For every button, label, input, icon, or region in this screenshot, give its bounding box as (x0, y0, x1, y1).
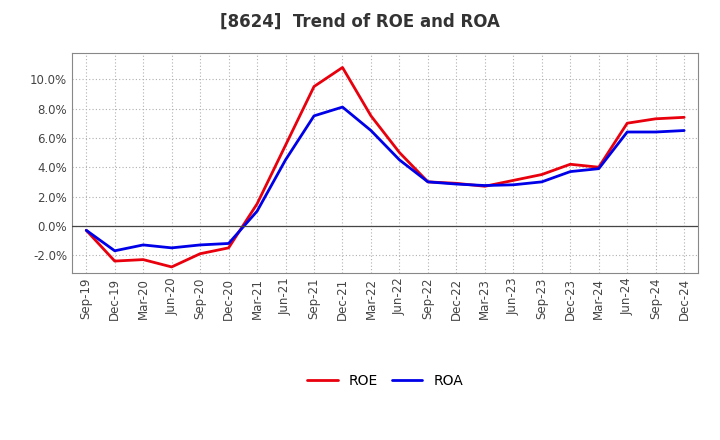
ROE (537, 172, 546, 177)
ROE (595, 165, 603, 170)
ROA (537, 179, 546, 184)
ROE (652, 116, 660, 121)
ROA (595, 166, 603, 171)
ROA (225, 241, 233, 246)
ROA (452, 181, 461, 187)
ROA (282, 157, 290, 162)
ROE (139, 257, 148, 262)
ROA (680, 128, 688, 133)
ROE (395, 150, 404, 155)
ROE (196, 251, 204, 257)
ROA (566, 169, 575, 174)
ROA (139, 242, 148, 248)
ROE (680, 115, 688, 120)
ROA (509, 182, 518, 187)
ROA (623, 129, 631, 135)
ROE (310, 84, 318, 89)
ROA (167, 245, 176, 250)
ROA (480, 183, 489, 188)
Line: ROE: ROE (86, 67, 684, 267)
ROA (196, 242, 204, 248)
ROE (110, 258, 119, 264)
Line: ROA: ROA (86, 107, 684, 251)
ROE (566, 161, 575, 167)
ROE (167, 264, 176, 270)
Legend: ROE, ROA: ROE, ROA (302, 368, 469, 393)
ROE (366, 113, 375, 118)
ROA (395, 157, 404, 162)
ROA (423, 179, 432, 184)
ROE (338, 65, 347, 70)
ROA (310, 113, 318, 118)
ROA (652, 129, 660, 135)
ROE (282, 143, 290, 148)
ROA (82, 227, 91, 233)
ROA (338, 104, 347, 110)
ROE (225, 245, 233, 250)
ROE (623, 121, 631, 126)
ROA (366, 128, 375, 133)
ROA (110, 248, 119, 253)
ROE (452, 181, 461, 186)
Text: [8624]  Trend of ROE and ROA: [8624] Trend of ROE and ROA (220, 13, 500, 31)
ROE (253, 201, 261, 206)
ROE (423, 179, 432, 184)
ROE (480, 183, 489, 189)
ROA (253, 209, 261, 214)
ROE (509, 178, 518, 183)
ROE (82, 227, 91, 233)
